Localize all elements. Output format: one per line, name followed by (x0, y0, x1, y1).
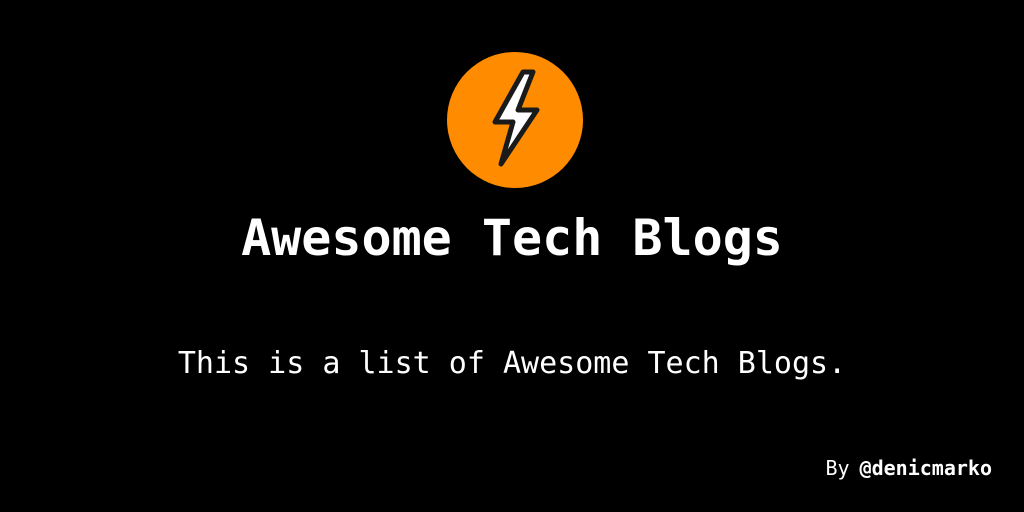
logo (447, 52, 583, 188)
page-subtitle: This is a list of Awesome Tech Blogs. (177, 346, 847, 381)
byline-prefix: By (825, 456, 850, 480)
author-handle: @denicmarko (859, 456, 992, 480)
page-title: Awesome Tech Blogs (241, 209, 783, 267)
lightning-bolt-icon (447, 52, 583, 188)
author-byline: By @denicmarko (825, 455, 992, 481)
